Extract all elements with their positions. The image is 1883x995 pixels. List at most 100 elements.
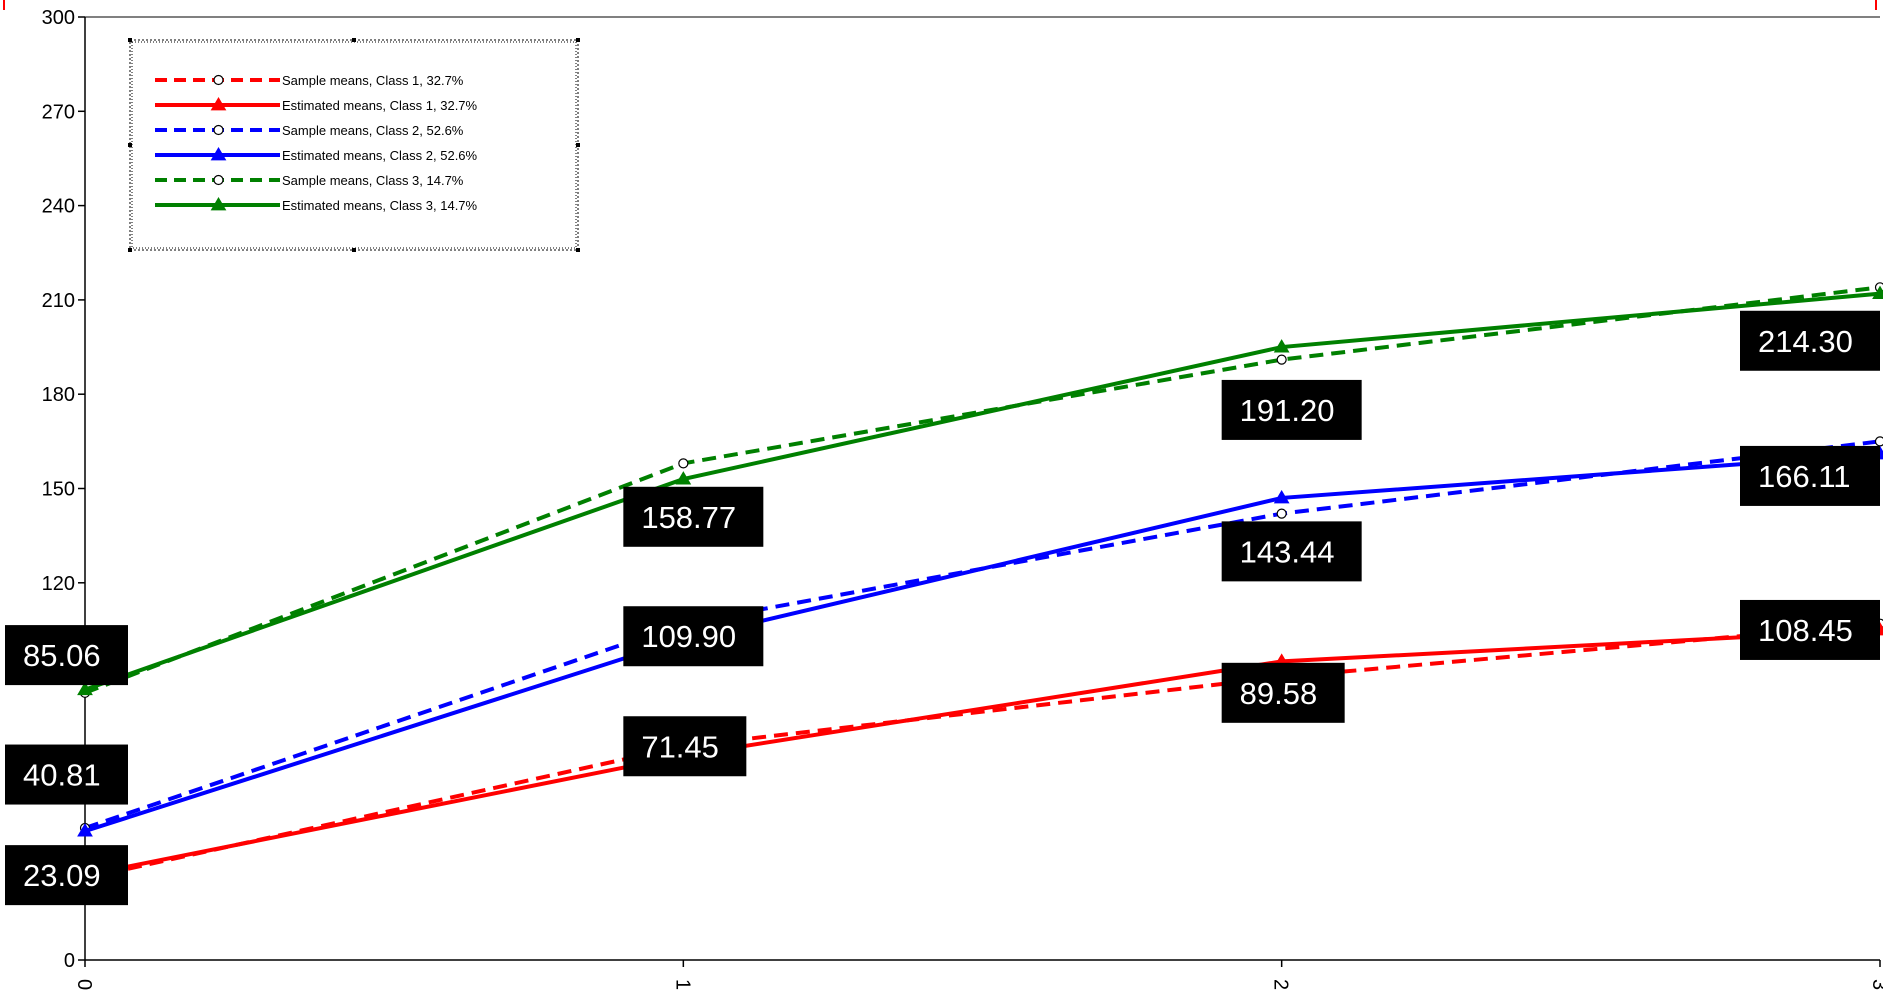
legend-handle <box>352 248 356 252</box>
series-line <box>84 627 1881 878</box>
data-label-box <box>5 744 128 805</box>
legend: Sample means, Class 1, 32.7% Estimated me… <box>128 38 580 252</box>
y-tick-label: 0 <box>64 950 75 972</box>
data-label-text: 158.77 <box>641 500 736 535</box>
data-point-triangle <box>77 823 93 837</box>
data-label-text: 143.44 <box>1240 534 1335 569</box>
data-label: 166.11 <box>1740 445 1880 506</box>
legend-label: Sample means, Class 1, 32.7% <box>282 73 464 88</box>
data-point-triangle <box>675 471 692 485</box>
data-label-box <box>1221 521 1362 582</box>
legend-label: Estimated means, Class 3, 14.7% <box>282 198 478 213</box>
x-tick-label: 0 <box>73 979 95 990</box>
data-point-circle <box>213 74 224 86</box>
data-label-box <box>1221 662 1345 723</box>
y-tick-label: 210 <box>42 290 75 312</box>
data-label-box <box>5 845 128 906</box>
legend-label: Sample means, Class 3, 14.7% <box>282 173 464 188</box>
data-label: 143.44 <box>1221 521 1362 582</box>
data-point-circle <box>213 174 224 186</box>
data-point-circle <box>1276 508 1287 519</box>
series-line <box>84 621 1881 881</box>
data-label-text: 23.09 <box>23 858 101 893</box>
series-layer <box>77 282 1883 884</box>
series-line <box>84 291 1881 692</box>
data-label: 23.09 <box>5 845 128 906</box>
data-label-box <box>1740 310 1880 371</box>
y-tick-label: 150 <box>42 479 75 501</box>
legend-handle <box>128 143 132 147</box>
legend-label: Estimated means, Class 1, 32.7% <box>282 98 478 113</box>
legend-handle <box>352 38 356 42</box>
data-label: 71.45 <box>623 716 747 777</box>
legend-handle <box>576 38 580 42</box>
x-tick-label: 2 <box>1270 979 1292 990</box>
data-point-triangle <box>1872 285 1883 300</box>
data-label-text: 85.06 <box>23 638 101 673</box>
data-point-triangle <box>210 147 227 161</box>
data-label-text: 166.11 <box>1758 459 1851 494</box>
data-label: 109.90 <box>623 606 764 667</box>
legend-label: Sample means, Class 2, 52.6% <box>282 123 464 138</box>
y-tick-label: 120 <box>42 573 75 595</box>
series-line <box>84 451 1881 834</box>
data-point-triangle <box>77 681 93 696</box>
data-label-box <box>5 625 128 686</box>
data-label-box <box>1740 599 1880 660</box>
data-label-text: 191.20 <box>1240 393 1335 428</box>
data-point-triangle <box>210 97 227 111</box>
data-point-circle <box>1874 436 1883 447</box>
legend-entry: Estimated means, Class 3, 14.7% <box>155 197 478 213</box>
y-tick-label: 180 <box>42 384 75 406</box>
series-line <box>84 439 1881 830</box>
data-label-box <box>1740 445 1880 506</box>
legend-entry: Sample means, Class 1, 32.7% <box>155 73 464 88</box>
x-tick-label: 3 <box>1868 979 1883 990</box>
legend-handle <box>128 248 132 252</box>
series-line <box>84 285 1881 695</box>
data-label: 108.45 <box>1740 599 1880 660</box>
y-tick-label: 240 <box>42 196 75 218</box>
data-point-triangle <box>1273 339 1290 353</box>
series-1 <box>79 618 1883 884</box>
y-tick-label: 300 <box>42 7 75 29</box>
legend-handle <box>576 248 580 252</box>
y-tick-label: 270 <box>42 101 75 123</box>
legend-frame <box>129 39 579 251</box>
data-label-text: 71.45 <box>641 729 719 764</box>
legend-entry: Estimated means, Class 1, 32.7% <box>155 97 478 113</box>
data-point-circle <box>1276 354 1287 365</box>
legend-entry: Estimated means, Class 2, 52.6% <box>155 147 478 163</box>
data-label-box <box>1221 379 1362 440</box>
data-label: 85.06 <box>5 625 128 686</box>
data-label-text: 108.45 <box>1758 613 1853 648</box>
legend-entry: Sample means, Class 2, 52.6% <box>155 123 464 138</box>
data-label-text: 40.81 <box>23 758 101 793</box>
series-4 <box>77 445 1883 837</box>
data-label: 214.30 <box>1740 310 1880 371</box>
data-label: 40.81 <box>5 744 128 805</box>
data-label-box <box>623 486 764 547</box>
data-label-box <box>623 716 747 777</box>
legend-handle <box>576 143 580 147</box>
legend-label: Estimated means, Class 2, 52.6% <box>282 148 478 163</box>
series-5 <box>79 282 1883 698</box>
series-2 <box>77 621 1883 881</box>
legend-entry: Sample means, Class 3, 14.7% <box>155 173 464 188</box>
data-label: 89.58 <box>1221 662 1345 723</box>
x-axis: 0 1 2 3 <box>73 960 1883 990</box>
series-6 <box>77 285 1883 696</box>
legend-handle <box>128 38 132 42</box>
data-point-triangle <box>210 197 227 211</box>
data-point-circle <box>678 458 689 469</box>
series-3 <box>79 436 1883 834</box>
data-point-triangle <box>1273 489 1290 504</box>
x-tick-label: 1 <box>671 979 693 990</box>
data-labels-layer: 23.09 40.81 85.06 71.45 109.90 158.77 89.58 143… <box>5 310 1880 906</box>
data-label-box <box>623 606 764 667</box>
data-label: 191.20 <box>1221 379 1362 440</box>
data-label-text: 214.30 <box>1758 324 1853 359</box>
y-axis: 0306090120150180210240270300 <box>42 7 85 972</box>
data-label-text: 109.90 <box>641 619 736 654</box>
